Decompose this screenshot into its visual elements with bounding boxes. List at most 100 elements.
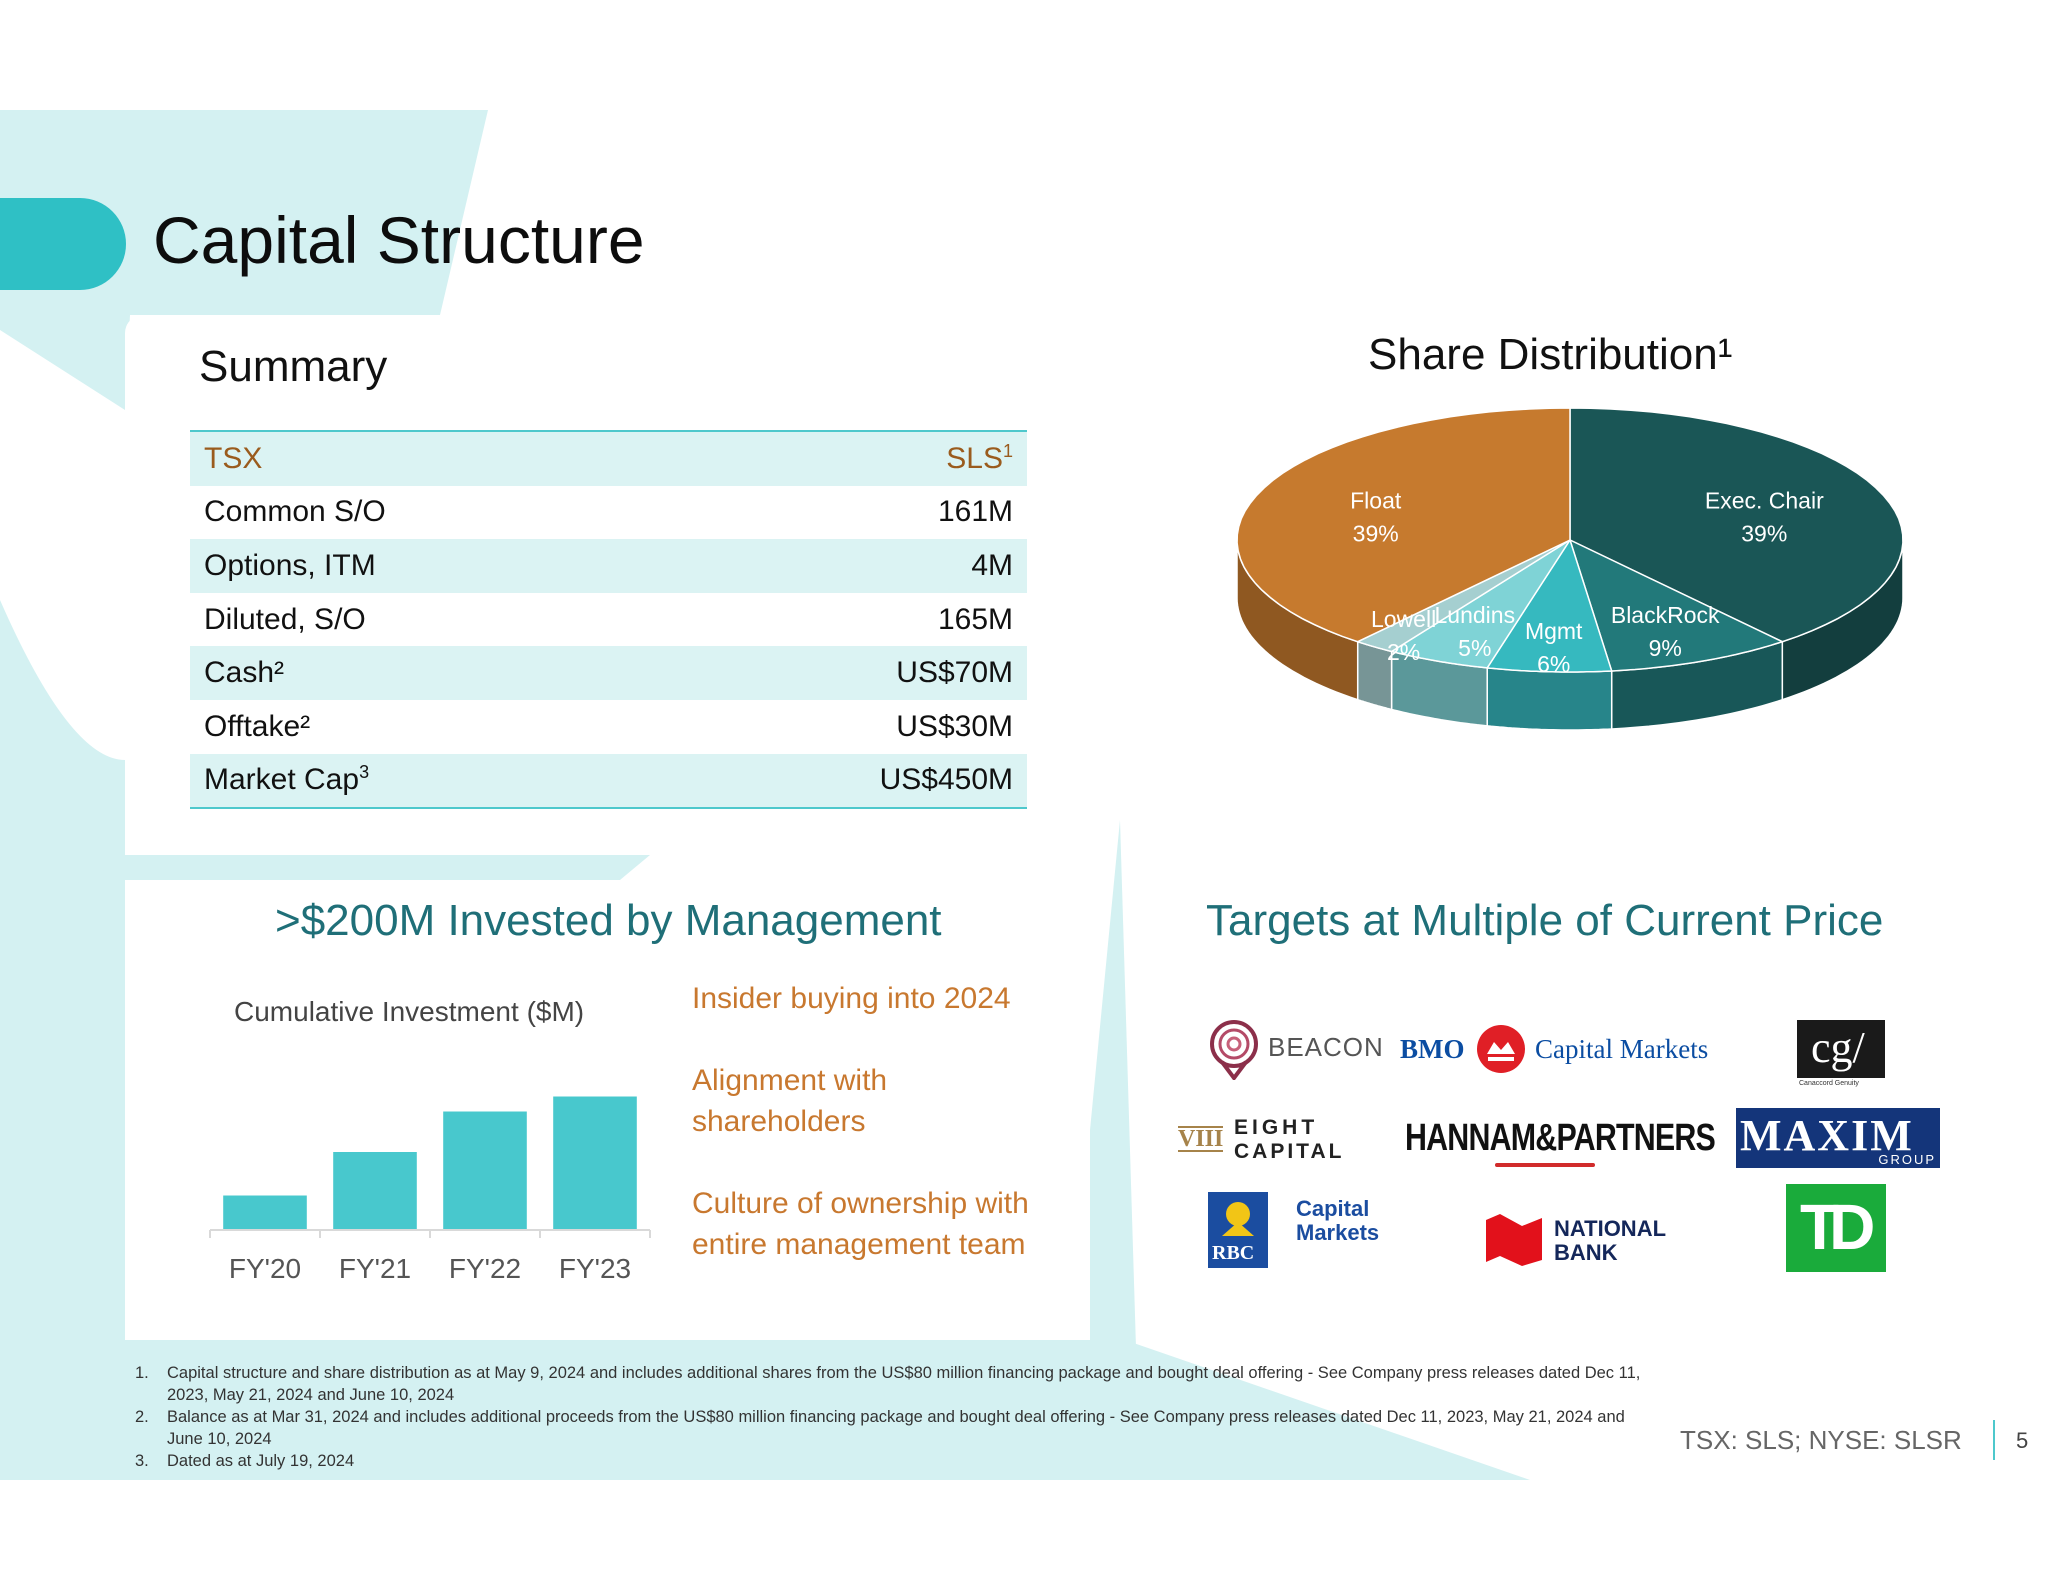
beacon-mark-icon [1210, 1020, 1258, 1080]
canaccord-sub-text: Canaccord Genuity [1799, 1080, 1859, 1087]
rbc-lion-icon [1222, 1202, 1254, 1236]
bar-tick-label: FY'23 [559, 1253, 631, 1284]
bar-tick-labels: FY'20 FY'21 FY'22 FY'23 [229, 1253, 631, 1284]
footnote-item: 3. Dated as at July 19, 2024 [135, 1450, 1655, 1472]
pie-sides [1236, 539, 1904, 731]
table-row-label: Cash² [190, 646, 663, 700]
eight-capital-mark: VIII [1178, 1126, 1224, 1152]
footnote-item: 2. Balance as at Mar 31, 2024 and include… [135, 1406, 1655, 1450]
table-row-label-sup: 3 [359, 762, 370, 783]
footnote-text: Balance as at Mar 31, 2024 and includes … [167, 1408, 1625, 1448]
footnote-number: 1. [135, 1364, 149, 1382]
bg-shape-left-lower [0, 780, 125, 1480]
page-number: 5 [2016, 1428, 2029, 1453]
pie-slice-blackrock [1568, 538, 1785, 672]
bar-fy-21 [333, 1152, 417, 1230]
table-header-value: SLS1 [662, 430, 1027, 486]
eight-capital-bottom-text: CAPITAL [1234, 1140, 1345, 1163]
table-row: Offtake² US$30M [190, 700, 1027, 754]
share-distribution-heading: Share Distribution¹ [1368, 330, 1733, 379]
summary-heading: Summary [199, 342, 388, 391]
beacon-logo: BEACON [1208, 1018, 1388, 1080]
table-header-label: TSX [190, 430, 663, 486]
investment-heading: >$200M Invested by Management [275, 896, 942, 945]
title-tab [0, 198, 126, 290]
pie-value-float: 39% [1353, 520, 1399, 546]
footnote-text: Dated as at July 19, 2024 [167, 1452, 355, 1470]
cumulative-investment-chart: FY'20 FY'21 FY'22 FY'23 [209, 1096, 651, 1284]
pie-value-lundins: 5% [1458, 635, 1491, 661]
eight-capital-logo: VIII EIGHT CAPITAL [1176, 1112, 1356, 1172]
canaccord-mark-text: cg/ [1811, 1023, 1865, 1072]
bg-shape-left-curve [0, 600, 125, 920]
footnote-text: Capital structure and share distribution… [167, 1364, 1641, 1404]
table-header-row: TSX SLS1 [190, 430, 1027, 486]
bmo-capital-markets-text: Capital Markets [1535, 1034, 1709, 1064]
bar-fy-22 [443, 1111, 527, 1230]
pie-labels: Float 39% Exec. Chair 39% BlackRock 9% Mgmt 6% L… [1350, 487, 1824, 677]
pie-label-exec-chair: Exec. Chair [1705, 487, 1824, 513]
table-row-label: Market Cap3 [190, 753, 663, 810]
table-row-label: Diluted, S/O [204, 602, 366, 636]
table-row: Options, ITM 4M [190, 539, 1027, 593]
pie-label-blackrock: BlackRock [1611, 602, 1720, 628]
bar-tick-label: FY'21 [339, 1253, 411, 1284]
share-distribution-pie: Float 39% Exec. Chair 39% BlackRock 9% Mgmt 6% L… [1236, 407, 1904, 731]
bar-fy-20 [223, 1195, 307, 1230]
bar-chart-title: Cumulative Investment ($M) [234, 996, 585, 1027]
summary-table: TSX SLS1 Common S/O 161M Options, ITM 4M… [190, 430, 1027, 810]
table-row-label: Common S/O [204, 495, 386, 529]
rbc-markets-text: Markets [1296, 1220, 1380, 1245]
national-bank-flag-icon [1486, 1214, 1542, 1266]
bg-shape-middle [1090, 820, 1140, 1480]
canaccord-mark-bg [1797, 1020, 1885, 1078]
bg-shape-mid-band [125, 855, 650, 880]
table-row-label: Offtake² [204, 709, 311, 743]
pie-slice-mgmt [1485, 538, 1613, 673]
footnote-item: 1. Capital structure and share distributi… [135, 1362, 1655, 1406]
hannam-partners-text: HANNAM&PARTNERS [1405, 1117, 1716, 1159]
table-row-value: US$450M [662, 753, 1027, 810]
pie-label-float: Float [1350, 487, 1402, 513]
ticker-symbols: TSX: SLS; NYSE: SLSR [1680, 1425, 1962, 1455]
maxim-logo: MAXIM GROUP [1736, 1108, 1940, 1168]
hannam-partners-logo: HANNAM&PARTNERS [1405, 1117, 1716, 1177]
pie-slice-exec-chair [1569, 407, 1904, 643]
table-row: Market Cap3 US$450M [190, 753, 1027, 810]
bmo-roundel-icon [1477, 1025, 1525, 1073]
bg-shape-bottom [0, 1340, 1530, 1480]
pie-value-lowell: 2% [1387, 639, 1420, 665]
footnotes: 1. Capital structure and share distributi… [135, 1362, 1655, 1472]
bullet-insider-buying: Insider buying into 2024 [692, 982, 1011, 1015]
table-row-label: Options, ITM [190, 539, 663, 593]
table-row: Common S/O 161M [190, 486, 1027, 540]
table-header-value-text: SLS [946, 441, 1003, 475]
rbc-capital-text: Capital [1296, 1196, 1370, 1221]
table-row-value: US$30M [896, 709, 1013, 743]
pie-top [1236, 407, 1904, 673]
pie-value-exec-chair: 39% [1741, 520, 1787, 546]
targets-heading: Targets at Multiple of Current Price [1206, 896, 1884, 945]
td-logo-text: TD [1800, 1191, 1875, 1263]
bar-group [223, 1096, 637, 1230]
pie-slice-lowell [1355, 539, 1571, 653]
national-bank-line1: NATIONAL [1554, 1216, 1667, 1241]
hannam-underline [1495, 1163, 1595, 1167]
table-row-value: 165M [937, 602, 1013, 636]
pie-slice-float [1236, 407, 1571, 643]
canaccord-logo: cg/ Canaccord Genuity [1797, 1020, 1887, 1090]
bar-axis [209, 1229, 651, 1238]
table-row: Diluted, S/O 165M [190, 593, 1027, 647]
bullet-culture: Culture of ownership with entire managem… [692, 1187, 1029, 1261]
maxim-logo-text: MAXIM [1740, 1111, 1914, 1160]
bar-fy-23 [553, 1096, 637, 1230]
table-row: Cash² US$70M [190, 646, 1027, 700]
national-bank-line2: BANK [1554, 1240, 1618, 1265]
table-row-value: US$70M [662, 646, 1027, 700]
pie-slice-lundins [1389, 539, 1571, 669]
pie-value-blackrock: 9% [1649, 635, 1682, 661]
bar-tick-label: FY'20 [229, 1253, 301, 1284]
rbc-logo: RBC Capital Markets [1208, 1192, 1408, 1272]
pie-label-mgmt: Mgmt [1525, 618, 1583, 644]
pie-value-mgmt: 6% [1537, 651, 1570, 677]
